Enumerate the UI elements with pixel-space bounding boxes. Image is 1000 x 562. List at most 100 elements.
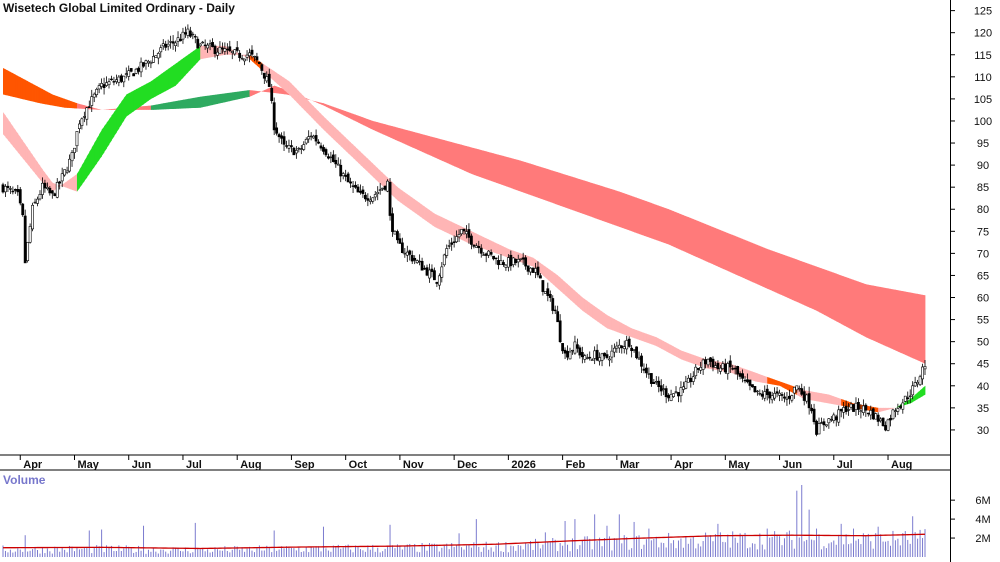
short-ribbon-segment	[503, 246, 507, 257]
volume-tick-label: 4M	[975, 514, 990, 526]
short-ribbon-segment	[451, 221, 455, 237]
long-ribbon-segment	[636, 197, 640, 234]
short-ribbon-segment	[360, 151, 364, 168]
long-ribbon-segment	[779, 253, 783, 296]
long-ribbon-segment	[880, 287, 884, 345]
long-ribbon-segment	[340, 109, 344, 116]
short-ribbon-segment	[422, 204, 425, 220]
candle-body	[287, 145, 291, 149]
long-ribbon-segment	[547, 169, 551, 203]
candle-body	[479, 247, 483, 254]
long-ribbon-segment	[712, 227, 716, 266]
short-ribbon-segment	[81, 160, 85, 185]
candle-body	[758, 393, 762, 395]
long-ribbon-segment	[794, 258, 798, 302]
volume-tick-label: 2M	[975, 533, 990, 545]
volume-title: Volume	[3, 473, 46, 487]
candle-body	[174, 42, 177, 46]
short-ribbon-segment	[757, 373, 761, 383]
short-ribbon-segment	[922, 385, 926, 397]
long-ribbon-segment	[737, 237, 741, 277]
candle-body	[363, 194, 367, 200]
short-ribbon-segment	[128, 91, 132, 115]
long-ribbon-segment	[69, 100, 73, 109]
long-ribbon-segment	[902, 291, 906, 355]
candle-body	[844, 405, 848, 413]
candle-body	[208, 43, 212, 46]
long-ribbon-segment	[828, 271, 832, 319]
candle-body	[857, 402, 860, 410]
short-ribbon-segment	[749, 370, 753, 381]
short-ribbon-segment	[439, 216, 443, 231]
candle-body	[307, 136, 311, 140]
candle-body	[632, 349, 636, 351]
long-ribbon-segment	[757, 244, 761, 286]
long-ribbon-segment	[175, 100, 179, 109]
long-ribbon-segment	[498, 154, 502, 185]
long-ribbon-segment	[173, 101, 176, 109]
short-ribbon-segment	[99, 129, 103, 160]
month-label: Aug	[891, 459, 912, 471]
short-ribbon-segment	[365, 156, 369, 173]
long-ribbon-segment	[530, 163, 534, 196]
short-ribbon-segment	[589, 302, 593, 318]
short-ribbon-segment	[606, 315, 610, 330]
candle-body	[603, 352, 606, 357]
short-ribbon-segment	[557, 275, 561, 291]
short-ribbon-segment	[643, 332, 647, 343]
long-ribbon-segment	[407, 130, 411, 147]
candle-body	[612, 347, 616, 353]
candle-body	[371, 197, 375, 202]
candle-body	[275, 127, 279, 134]
long-ribbon-segment	[895, 289, 899, 352]
short-ribbon-segment	[67, 179, 70, 189]
short-ribbon-segment	[402, 190, 406, 206]
short-ribbon-segment	[629, 327, 633, 338]
short-ribbon-segment	[656, 337, 660, 348]
candle-body	[344, 175, 348, 177]
candle-body	[8, 188, 12, 190]
short-ribbon-segment	[582, 297, 586, 313]
candle-body	[423, 268, 426, 270]
long-ribbon-segment	[873, 285, 877, 342]
long-ribbon-segment	[306, 98, 310, 100]
month-label: Dec	[457, 459, 477, 471]
short-ribbon-segment	[311, 103, 315, 120]
long-ribbon-segment	[683, 215, 687, 253]
short-ribbon-segment	[446, 219, 450, 234]
long-ribbon-segment	[720, 230, 724, 269]
candle-body	[164, 43, 168, 48]
short-ribbon-segment	[64, 180, 68, 189]
long-ribbon-segment	[39, 87, 43, 104]
short-ribbon-segment	[141, 85, 144, 106]
price-tick-label: 75	[977, 226, 989, 238]
long-ribbon-segment	[42, 89, 46, 105]
candle-body	[810, 407, 813, 412]
short-ribbon-segment	[20, 137, 24, 159]
long-ribbon-segment	[64, 98, 68, 108]
long-ribbon-segment	[570, 176, 573, 211]
candle-body	[225, 48, 229, 51]
price-tick-label: 55	[977, 315, 989, 327]
long-ribbon-segment	[399, 128, 403, 144]
candle-body	[203, 44, 207, 47]
short-ribbon-segment	[651, 335, 655, 346]
short-ribbon-segment	[382, 173, 386, 189]
long-ribbon-segment	[57, 96, 61, 107]
long-ribbon-segment	[466, 146, 470, 173]
long-ribbon-segment	[330, 105, 334, 111]
long-ribbon-segment	[500, 155, 504, 186]
long-ribbon-segment	[47, 91, 51, 106]
candle-body	[341, 173, 345, 177]
candle-body	[866, 412, 870, 415]
short-ribbon-segment	[89, 147, 93, 174]
short-ribbon-segment	[599, 309, 603, 325]
long-ribbon-segment	[219, 93, 223, 104]
long-ribbon-segment	[454, 142, 458, 168]
candle-body	[147, 60, 150, 64]
long-ribbon-segment	[606, 187, 610, 224]
candle-body	[829, 418, 833, 421]
candle-body	[502, 262, 505, 265]
short-ribbon-segment	[284, 77, 287, 93]
long-ribbon-segment	[749, 242, 753, 283]
